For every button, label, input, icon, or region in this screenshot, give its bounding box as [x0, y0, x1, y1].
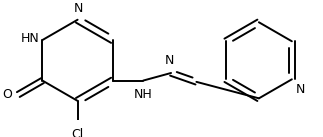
Text: N: N — [165, 54, 174, 67]
Text: O: O — [2, 88, 12, 101]
Text: Cl: Cl — [71, 128, 84, 137]
Text: N: N — [296, 83, 305, 96]
Text: HN: HN — [21, 32, 40, 45]
Text: N: N — [74, 2, 84, 15]
Text: NH: NH — [134, 88, 152, 101]
